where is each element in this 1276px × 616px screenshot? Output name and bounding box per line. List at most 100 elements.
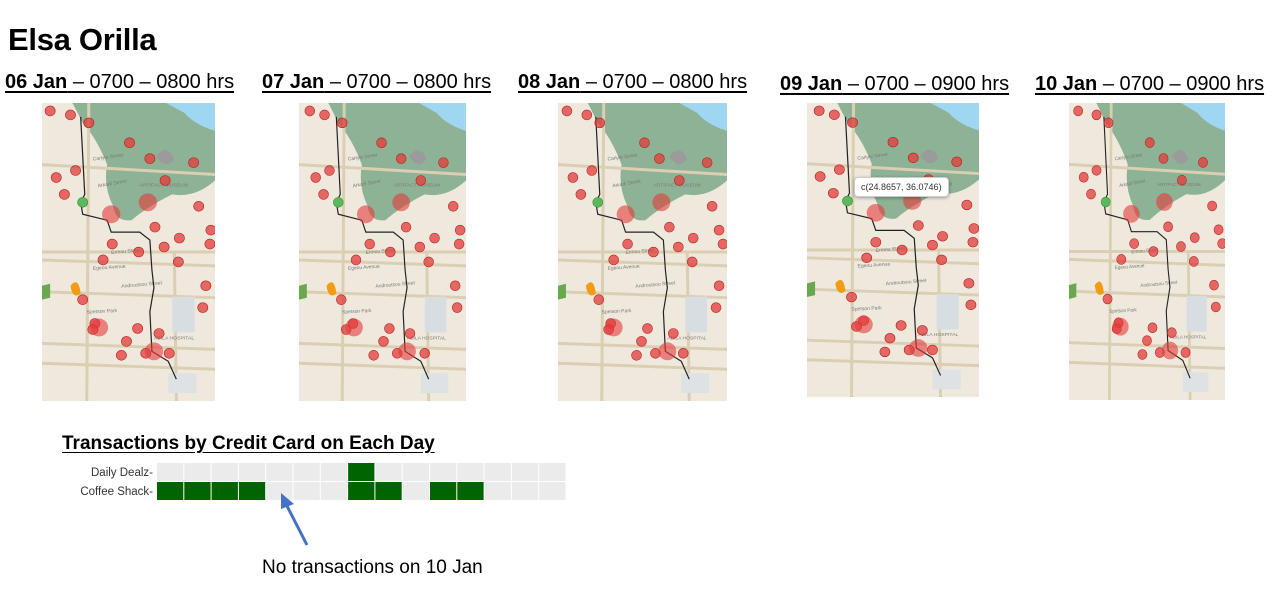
map-point bbox=[1091, 109, 1102, 121]
map-point bbox=[677, 348, 689, 359]
day-heading-date: 10 Jan bbox=[1035, 73, 1098, 95]
map-point bbox=[319, 109, 330, 121]
fire-icon bbox=[585, 282, 596, 296]
chart-title: Transactions by Credit Card on Each Day bbox=[62, 433, 435, 454]
map-street-label: Ermou Street bbox=[111, 247, 142, 256]
map-road bbox=[1069, 257, 1225, 267]
hospital-building-icon bbox=[685, 296, 708, 333]
map-point bbox=[912, 220, 924, 231]
map-street-label: ABILA HOSPITAL bbox=[154, 335, 194, 341]
map-point bbox=[205, 224, 215, 236]
map-street-label: Spetson Park bbox=[602, 308, 633, 316]
map-point bbox=[188, 157, 200, 168]
map-cluster-point bbox=[392, 193, 411, 212]
map-point bbox=[204, 238, 215, 250]
map-panel-10-jan[interactable]: Carlyle Street Arkadi Street Ermou Street E… bbox=[1069, 103, 1225, 400]
map-point bbox=[1086, 188, 1096, 200]
map-point bbox=[121, 336, 132, 347]
map-point bbox=[336, 294, 347, 305]
flag-icon bbox=[299, 283, 307, 300]
map-point bbox=[1073, 105, 1084, 117]
map-point bbox=[654, 153, 665, 164]
fire-icon bbox=[1094, 281, 1104, 295]
building-icon bbox=[420, 373, 449, 394]
map-road bbox=[299, 361, 466, 371]
map-point bbox=[827, 187, 839, 199]
map-point bbox=[1148, 246, 1159, 257]
day-heading-date: 09 Jan bbox=[780, 73, 843, 95]
map-cluster-point bbox=[102, 205, 121, 224]
map-point bbox=[368, 350, 379, 361]
map-street-label: Spetson Park bbox=[342, 308, 372, 316]
map-street-label: Egeou Avenue bbox=[348, 264, 380, 272]
map-point bbox=[965, 299, 977, 311]
map-point bbox=[834, 164, 845, 175]
map-point bbox=[310, 172, 321, 183]
map-point bbox=[575, 189, 587, 200]
map-road bbox=[1108, 103, 1113, 400]
map-point bbox=[673, 241, 684, 253]
map-street-label: Carlyle Street bbox=[607, 152, 638, 162]
map-point bbox=[701, 157, 713, 168]
map-street-label: Spetson Park bbox=[851, 305, 882, 312]
transactions-heatmap: Daily Dealz- Coffee Shack- bbox=[40, 460, 570, 510]
map-point bbox=[453, 238, 465, 250]
map-water bbox=[930, 103, 979, 131]
map-point bbox=[936, 254, 947, 265]
heatmap-cell bbox=[266, 463, 293, 481]
flag-icon bbox=[807, 281, 816, 298]
map-panel-07-jan[interactable]: Carlyle Street Arkadi Street Ermou Street E… bbox=[299, 103, 466, 401]
map-point bbox=[197, 302, 209, 313]
map-point bbox=[927, 239, 938, 251]
map-point bbox=[927, 344, 938, 356]
map-road bbox=[600, 103, 606, 401]
map-street-label: Carlyle Street bbox=[92, 152, 124, 162]
map-street-label: Ermou Street bbox=[625, 247, 655, 256]
map-point bbox=[642, 323, 653, 334]
map-point bbox=[814, 171, 826, 182]
heatmap-cell bbox=[539, 463, 566, 481]
day-heading-10-jan: 10 Jan – 0700 – 0900 hrs bbox=[1035, 73, 1264, 96]
map-street-label: Androutsou Street bbox=[886, 278, 928, 287]
heatmap-cell bbox=[348, 463, 375, 481]
map-cluster-point bbox=[89, 318, 109, 337]
map-point bbox=[937, 231, 948, 242]
heatmap-cell bbox=[511, 463, 539, 481]
map-point bbox=[674, 175, 685, 186]
map-point bbox=[415, 175, 427, 186]
hospital-building-icon bbox=[424, 296, 447, 333]
heatmap-cell bbox=[484, 482, 511, 500]
map-point bbox=[1209, 279, 1219, 291]
map-point bbox=[83, 117, 95, 129]
day-heading-date: 08 Jan bbox=[518, 71, 581, 93]
heatmap-cell bbox=[211, 482, 238, 500]
map-point bbox=[1103, 117, 1114, 129]
map-point bbox=[337, 117, 348, 129]
map-point bbox=[586, 165, 598, 176]
day-heading-time: – 0700 – 0800 hrs bbox=[324, 71, 492, 93]
map-point bbox=[636, 336, 647, 347]
map-point bbox=[846, 291, 857, 303]
map-point bbox=[385, 246, 396, 258]
heatmap-cell bbox=[457, 463, 484, 481]
map-panel-06-jan[interactable]: Carlyle Street Arkadi Street Ermou Street E… bbox=[42, 103, 215, 401]
day-heading-07-jan: 07 Jan – 0700 – 0800 hrs bbox=[262, 71, 491, 94]
map-point bbox=[847, 117, 858, 128]
map-road bbox=[340, 103, 346, 401]
map-point bbox=[384, 323, 395, 334]
map-point bbox=[567, 172, 579, 183]
map-water bbox=[1180, 103, 1225, 131]
map-point bbox=[376, 137, 387, 148]
heatmap-cell bbox=[430, 482, 457, 500]
map-start-point bbox=[842, 195, 853, 207]
map-road bbox=[850, 103, 856, 397]
map-panel-08-jan[interactable]: Carlyle Street Arkadi Street Ermou Street E… bbox=[558, 103, 727, 401]
heatmap-cell bbox=[157, 463, 184, 481]
map-road bbox=[807, 256, 979, 266]
map-point bbox=[44, 105, 56, 117]
map-coordinate-tooltip: c(24.8657, 36.0746) bbox=[854, 177, 949, 197]
map-point bbox=[967, 236, 979, 248]
map-point bbox=[687, 232, 699, 244]
